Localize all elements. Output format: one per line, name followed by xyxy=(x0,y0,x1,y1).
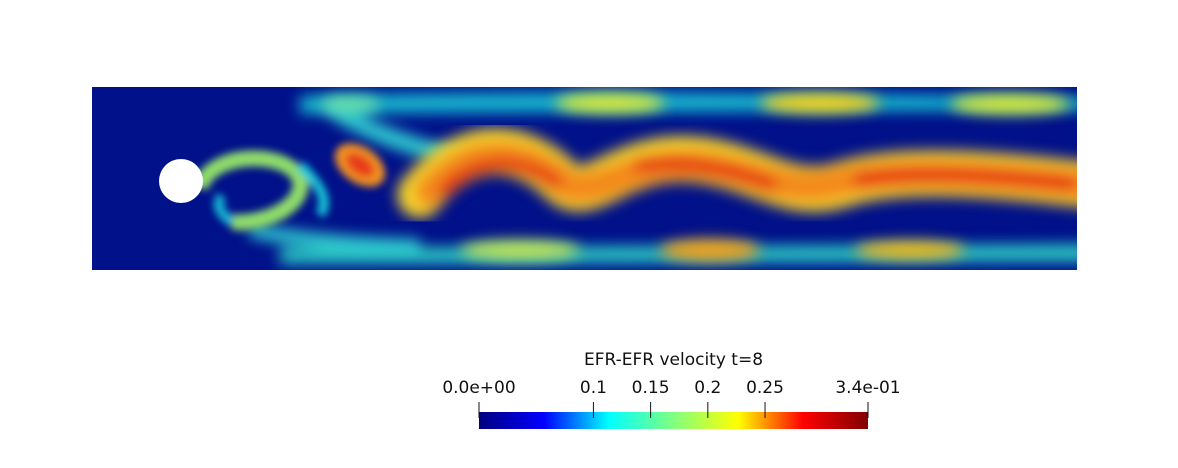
velocity-pockets xyxy=(320,93,1070,261)
colorbar-tick-label-0: 0.0e+00 xyxy=(442,378,516,398)
colorbar xyxy=(478,402,869,429)
colorbar-title: EFR-EFR velocity t=8 xyxy=(583,350,764,370)
colorbar-ticks xyxy=(478,402,869,418)
near-wake-vortex xyxy=(192,143,386,231)
colorbar-gradient xyxy=(479,412,868,429)
colorbar-tick-label-3: 0.2 xyxy=(694,378,722,398)
colorbar-tick-label-1: 0.1 xyxy=(579,378,607,398)
colorbar-tick-label-4: 0.25 xyxy=(746,378,784,398)
cylinder-obstacle xyxy=(159,159,203,203)
colorbar-tick-label-5: 3.4e-01 xyxy=(835,378,901,398)
colorbar-tick-label-2: 0.15 xyxy=(631,378,670,398)
central-jet xyxy=(397,128,1077,218)
flow-domain xyxy=(92,87,1077,270)
